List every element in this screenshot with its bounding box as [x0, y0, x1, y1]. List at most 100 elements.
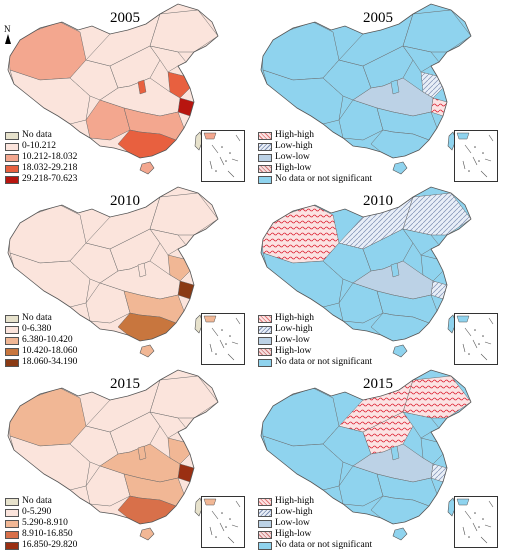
province-region: [149, 9, 218, 53]
legend-label: No data: [22, 313, 52, 323]
legend-item: Low-high: [258, 141, 372, 152]
legend-swatch: [5, 314, 19, 323]
legend-label: Low-low: [275, 518, 310, 528]
map-panel-choropleth-2005: 2005 N No data 0-10.212 10.212-18.032 18.032-…: [0, 0, 250, 184]
legend-item: 16.850-29.820: [5, 540, 77, 551]
legend-item: Low-low: [258, 335, 372, 346]
province-region: [149, 375, 218, 419]
legend-item: Low-high: [258, 507, 372, 518]
legend-swatch: [5, 142, 19, 151]
legend-swatch: [5, 175, 19, 184]
legend-swatch: [258, 336, 272, 345]
legend-swatch: [5, 508, 19, 517]
legend-item: High-low: [258, 346, 372, 357]
legend-swatch: [258, 347, 272, 356]
south-china-sea-inset: [201, 130, 245, 182]
legend-item: High-low: [258, 529, 372, 540]
legend-swatch: [258, 541, 272, 550]
legend-item: 6.380-10.420: [5, 335, 77, 346]
legend-swatch: [5, 347, 19, 356]
legend-swatch: [258, 508, 272, 517]
hainan-island: [139, 344, 155, 358]
legend-label: 16.850-29.820: [22, 540, 78, 550]
legend-label: Low-low: [275, 335, 310, 345]
province-region: [167, 254, 191, 282]
legend-label: Low-high: [275, 141, 313, 151]
map-legend: High-high Low-high Low-low High-low No data …: [258, 496, 372, 551]
map-panel-lisa-2005: 2005 High-high Low-high Low-low High-low No d…: [253, 0, 503, 184]
legend-swatch: [5, 131, 19, 140]
legend-swatch: [258, 497, 272, 506]
legend-swatch: [5, 541, 19, 550]
map-svg: [260, 369, 472, 541]
legend-label: 18.032-29.218: [22, 163, 78, 173]
legend-swatch: [5, 497, 19, 506]
legend-label: High-low: [275, 163, 312, 173]
province-region: [167, 437, 191, 465]
legend-swatch: [5, 358, 19, 367]
legend-label: 6.380-10.420: [22, 335, 73, 345]
legend-item: 10.420-18.060: [5, 346, 77, 357]
legend-item: High-high: [258, 313, 372, 324]
legend-label: High-high: [275, 130, 315, 140]
legend-label: High-high: [275, 496, 315, 506]
legend-item: Low-high: [258, 324, 372, 335]
province-region: [390, 445, 400, 461]
map-year-title: 2015: [363, 376, 393, 392]
hainan-island: [139, 161, 155, 175]
legend-swatch: [258, 153, 272, 162]
north-arrow-icon: N: [4, 24, 11, 44]
legend-label: No data or not significant: [275, 357, 373, 367]
legend-label: 18.060-34.190: [22, 357, 78, 367]
legend-label: Low-high: [275, 507, 313, 517]
map-year-title: 2010: [363, 193, 393, 209]
province-region: [137, 79, 147, 95]
map-legend: No data 0-6.380 6.380-10.420 10.420-18.060 1…: [5, 313, 77, 368]
legend-label: No data or not significant: [275, 174, 373, 184]
legend-item: No data or not significant: [258, 357, 372, 368]
legend-label: No data: [22, 496, 52, 506]
legend-item: 0-5.290: [5, 507, 77, 518]
legend-swatch: [5, 164, 19, 173]
hainan-island: [392, 161, 408, 175]
hainan-island: [392, 344, 408, 358]
map-svg: [7, 3, 219, 175]
map-legend: No data 0-5.290 5.290-8.910 8.910-16.850 16.…: [5, 496, 77, 551]
province-region: [149, 192, 218, 236]
province-region: [261, 21, 340, 81]
south-china-sea-inset: [201, 496, 245, 548]
legend-item: No data: [5, 313, 77, 324]
legend-item: 10.212-18.032: [5, 152, 77, 163]
legend-item: 18.032-29.218: [5, 163, 77, 174]
map-year-title: 2005: [110, 10, 140, 26]
legend-swatch: [5, 519, 19, 528]
legend-item: 29.218-70.623: [5, 174, 77, 185]
map-svg: [7, 369, 219, 541]
legend-item: No data: [5, 130, 77, 141]
legend-swatch: [5, 153, 19, 162]
legend-label: Low-high: [275, 324, 313, 334]
map-year-title: 2005: [363, 10, 393, 26]
province-region: [402, 9, 471, 53]
province-region: [8, 204, 87, 264]
legend-swatch: [258, 325, 272, 334]
hainan-island: [139, 527, 155, 541]
map-legend: High-high Low-high Low-low High-low No data …: [258, 313, 372, 368]
legend-item: High-low: [258, 163, 372, 174]
legend-swatch: [5, 336, 19, 345]
province-region: [137, 445, 147, 461]
map-svg: [260, 3, 472, 175]
south-china-sea-inset: [454, 496, 498, 548]
legend-label: Low-low: [275, 152, 310, 162]
province-region: [167, 71, 191, 99]
legend-swatch: [258, 131, 272, 140]
province-region: [137, 262, 147, 278]
map-legend: High-high Low-high Low-low High-low No data …: [258, 130, 372, 185]
map-legend: No data 0-10.212 10.212-18.032 18.032-29.21…: [5, 130, 77, 185]
legend-item: 8.910-16.850: [5, 529, 77, 540]
province-region: [390, 79, 400, 95]
legend-swatch: [5, 325, 19, 334]
legend-label: High-high: [275, 313, 315, 323]
province-region: [420, 71, 444, 99]
legend-label: High-low: [275, 346, 312, 356]
